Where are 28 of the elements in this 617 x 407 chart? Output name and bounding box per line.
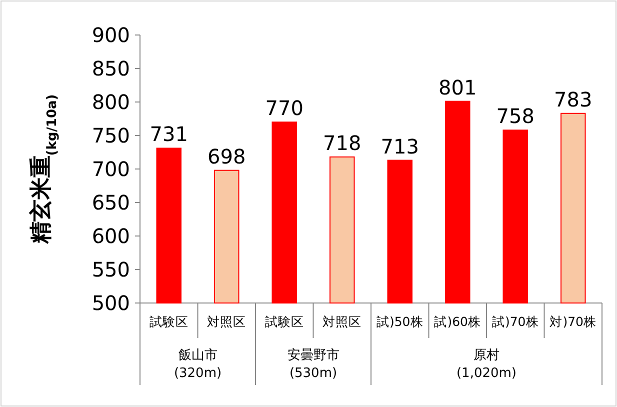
data-label: 713	[380, 134, 419, 158]
y-tick-label: 900	[92, 23, 130, 47]
x-tick-label: 試)50株	[376, 314, 424, 329]
x-tick-label: 対)70株	[550, 314, 597, 329]
data-label: 731	[150, 122, 188, 146]
text: 飯山市 (320m)	[174, 348, 222, 381]
text: 原村 (1,020m)	[456, 348, 517, 381]
data-label: 718	[323, 130, 362, 155]
x-tick-label: 試)60株	[434, 314, 482, 329]
y-tick-label: 600	[92, 224, 130, 248]
data-label: 758	[496, 104, 534, 128]
y-tick-label: 850	[92, 56, 130, 80]
x-tick-label: 試験区	[264, 314, 304, 329]
y-tick-label: 500	[92, 291, 130, 315]
y-tick-label: 750	[92, 124, 130, 148]
data-label: 770	[265, 96, 304, 120]
x-tick-label: 試験区	[149, 314, 188, 329]
y-tick-label: 700	[92, 157, 130, 181]
data-label: 698	[208, 144, 246, 168]
x-tick-label: 試)70株	[492, 314, 539, 329]
y-tick-label: 800	[92, 90, 130, 114]
y-tick-label: 550	[92, 258, 130, 282]
y-tick-label: 650	[92, 190, 130, 214]
data-label: 801	[438, 75, 477, 100]
data-label: 783	[554, 87, 592, 112]
x-tick-label: 対照区	[207, 314, 246, 329]
x-tick-label: 対照区	[322, 314, 362, 329]
text: 安曇野市 (530m)	[287, 347, 340, 381]
